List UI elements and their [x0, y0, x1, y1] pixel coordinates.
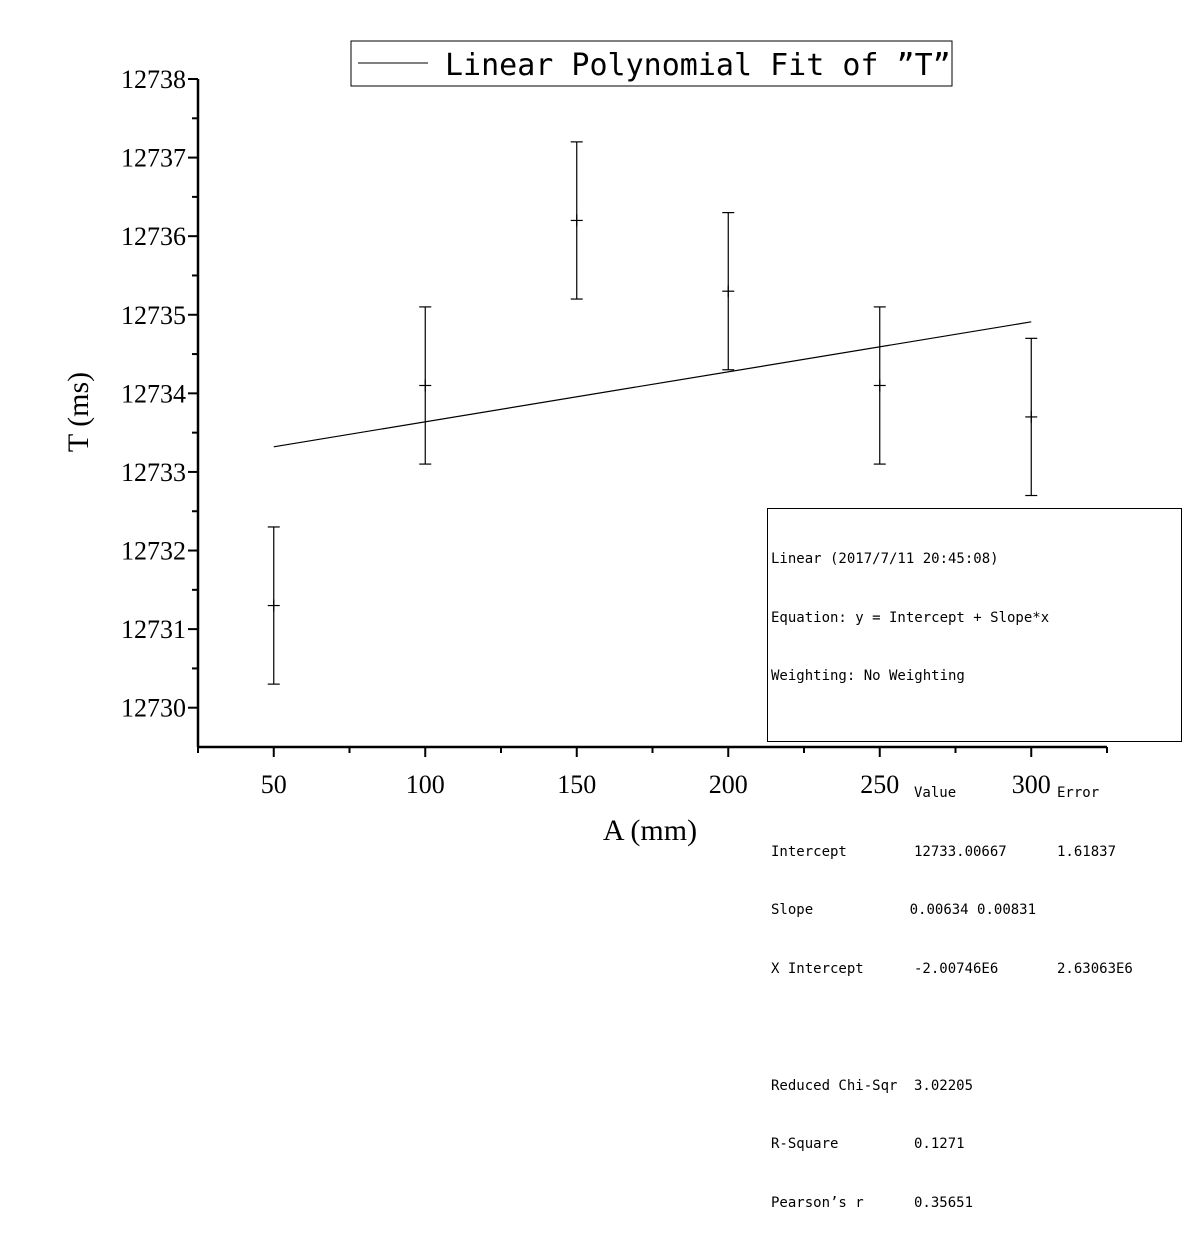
legend: Linear Polynomial Fit of ”T” — [350, 40, 953, 87]
stats-row-rsquare: R-Square 0.1271 — [771, 1135, 1181, 1155]
stats-title: Linear (2017/7/11 20:45:08) — [771, 550, 1181, 570]
stats-header-blank — [771, 784, 914, 804]
x-tick-label: 150 — [557, 770, 596, 799]
stats-param-value: 12733.00667 — [914, 843, 1007, 860]
stats-param-value: -2.00746E6 — [914, 960, 999, 977]
y-tick-label: 12736 — [121, 222, 186, 251]
legend-label: Linear Polynomial Fit of ”T” — [445, 48, 951, 83]
stats-row-intercept: Intercept 12733.00667 1.61837 — [771, 843, 1181, 863]
y-tick-label: 12737 — [121, 144, 186, 173]
stats-header-row: Value Error — [771, 784, 1181, 804]
stats-param-error: 2.63063E6 — [1057, 960, 1133, 977]
stats-row-pearson: Pearson’s r 0.35651 — [771, 1194, 1181, 1214]
x-tick-label: 250 — [860, 770, 899, 799]
stats-header-value: Value — [914, 785, 957, 801]
stats-metric-value: 3.02205 — [914, 1077, 974, 1094]
stats-weighting: Weighting: No Weighting — [771, 667, 1181, 687]
y-tick-label: 12734 — [121, 379, 186, 408]
y-tick-label: 12732 — [121, 537, 186, 566]
stats-fit-title: Linear (2017/7/11 20:45:08) — [771, 551, 999, 567]
stats-metric-label: Reduced Chi-Sqr — [771, 1077, 898, 1094]
x-tick-label: 200 — [709, 770, 748, 799]
x-tick-label: 300 — [1012, 770, 1051, 799]
x-tick-label: 100 — [406, 770, 445, 799]
stats-param-label: Slope — [771, 902, 814, 918]
stats-row-slope: Slope 0.00634 0.00831 — [771, 901, 1181, 921]
data-marks — [267, 141, 1038, 685]
stats-equation-text: Equation: y = Intercept + Slope*x — [771, 609, 1050, 626]
x-axis-title: A (mm) — [603, 814, 697, 847]
y-tick-label: 12730 — [121, 694, 186, 723]
y-tick-label: 12733 — [121, 458, 186, 487]
stats-param-value: 0.00634 0.00831 — [909, 902, 1037, 918]
chart: 12730 12731 12732 12733 12734 12735 12736 12737… — [62, 40, 1108, 847]
y-axis-title: T (ms) — [62, 372, 95, 452]
stats-param-label: X Intercept — [771, 960, 864, 977]
fit-line — [273, 321, 1032, 448]
x-tick-label: 50 — [261, 770, 287, 799]
stats-metric-value: 0.1271 — [914, 1136, 965, 1152]
stats-row-x-intercept: X Intercept -2.00746E6 2.63063E6 — [771, 960, 1181, 980]
stats-metric-value: 0.35651 — [914, 1194, 974, 1211]
axes: 12730 12731 12732 12733 12734 12735 12736 12737… — [121, 65, 1108, 799]
fit-statistics-box: Linear (2017/7/11 20:45:08) Equation: y … — [767, 508, 1182, 1211]
y-tick-label: 12731 — [121, 615, 186, 644]
stats-metric-label: Pearson’s r — [771, 1194, 864, 1211]
stats-header-error: Error — [1057, 785, 1100, 801]
stats-param-error: 1.61837 — [1057, 843, 1117, 860]
stats-row-chisqr: Reduced Chi-Sqr 3.02205 — [771, 1077, 1181, 1097]
y-tick-label: 12735 — [121, 301, 186, 330]
stats-weighting-text: Weighting: No Weighting — [771, 668, 965, 684]
stats-equation: Equation: y = Intercept + Slope*x — [771, 609, 1181, 629]
y-tick-label: 12738 — [121, 65, 186, 94]
stats-metric-label: R-Square — [771, 1136, 839, 1152]
legend-box — [350, 40, 953, 87]
stats-param-label: Intercept — [771, 843, 847, 860]
